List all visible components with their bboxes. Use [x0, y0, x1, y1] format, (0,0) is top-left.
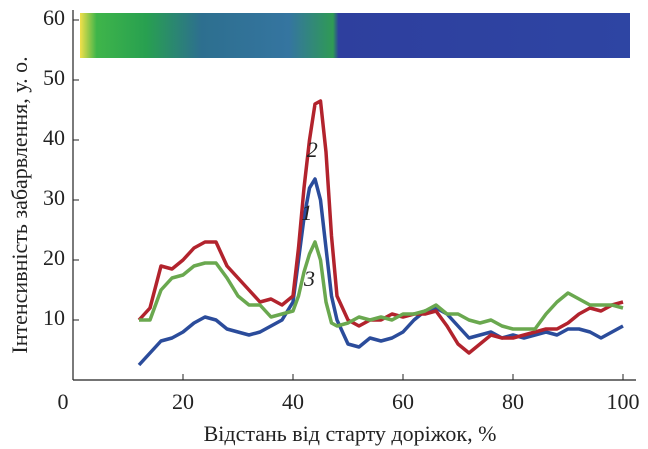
gel-strip	[80, 13, 630, 58]
x-tick-label: 40	[282, 389, 304, 414]
series-line	[139, 101, 623, 353]
y-tick-label: 30	[43, 185, 65, 210]
x-tick-label: 60	[392, 389, 414, 414]
line-annotation: 3	[303, 266, 315, 291]
line-annotation: 2	[307, 137, 318, 162]
x-tick-label: 80	[502, 389, 524, 414]
x-axis-label: Відстань від старту доріжок, %	[204, 421, 497, 446]
series-line	[139, 179, 623, 365]
y-tick-label: 60	[43, 5, 65, 30]
chart: Відстань від старту доріжок, % Інтенсивн…	[0, 0, 648, 449]
y-tick-label: 20	[43, 245, 65, 270]
x-tick-label: 0	[58, 389, 69, 414]
x-tick-label: 100	[607, 389, 640, 414]
series-line	[139, 242, 623, 329]
y-tick-label: 10	[43, 305, 65, 330]
y-tick-label: 40	[43, 125, 65, 150]
line-annotation: 1	[301, 200, 312, 225]
y-axis-label: Інтенсивність забарвлення, у. о.	[7, 56, 32, 353]
y-tick-label: 50	[43, 65, 65, 90]
x-tick-label: 20	[172, 389, 194, 414]
